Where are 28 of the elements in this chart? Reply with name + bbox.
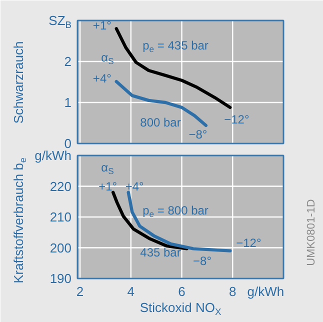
x-tick-label: 8 xyxy=(229,284,236,299)
annotation: +4° xyxy=(125,179,144,194)
annotation: 800 bar xyxy=(140,116,181,130)
x-tick-label: 6 xyxy=(178,284,186,299)
annotation: −8° xyxy=(188,127,208,142)
annotation: +1° xyxy=(92,18,112,33)
line-series xyxy=(114,27,232,110)
y-tick-label: 200 xyxy=(50,240,72,256)
line-series xyxy=(114,80,208,128)
annotation: −8° xyxy=(193,254,212,268)
y-axis-title: Kraftstoffverbrauch be xyxy=(11,158,28,284)
annotation: 435 bar xyxy=(140,246,181,260)
y-axis-title: Schwarzrauch xyxy=(11,41,26,124)
y-tick-label: 0 xyxy=(64,136,72,151)
x-tick-label: 2 xyxy=(76,284,84,299)
y-tick-label: 210 xyxy=(50,210,72,224)
y-tick-label: g/kWh xyxy=(34,148,72,163)
annotation: +4° xyxy=(92,72,112,86)
x-tick-label: 4 xyxy=(127,284,135,299)
text: UMK0801-1D xyxy=(306,199,318,266)
annotation: −12° xyxy=(236,236,262,250)
y-tick-label: 190 xyxy=(50,271,72,286)
y-tick-label: 220 xyxy=(50,178,72,194)
x-tick-label: g/kWh xyxy=(247,284,284,299)
y-tick-label: 1 xyxy=(64,95,72,110)
y-tick-label: 2 xyxy=(64,54,72,69)
annotation: −12° xyxy=(224,112,250,126)
annotation: +1° xyxy=(98,179,118,194)
